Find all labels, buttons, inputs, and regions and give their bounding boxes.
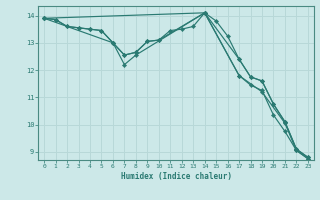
X-axis label: Humidex (Indice chaleur): Humidex (Indice chaleur) [121, 172, 231, 181]
